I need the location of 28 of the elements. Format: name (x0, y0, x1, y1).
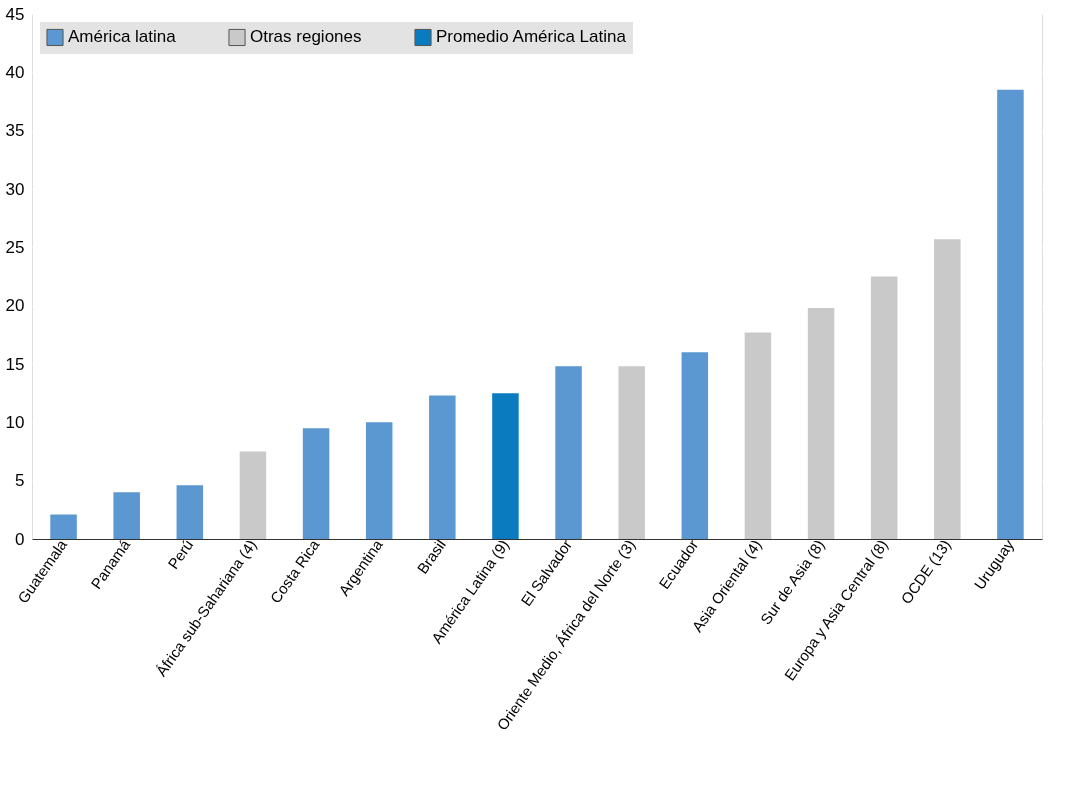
y-tick-label: 15 (5, 354, 25, 374)
legend-label: Otras regiones (250, 27, 362, 47)
bar (555, 366, 582, 539)
y-tick-label: 20 (5, 296, 25, 316)
y-tick-label: 25 (5, 237, 25, 257)
bar (365, 422, 393, 539)
y-tick-label: 10 (5, 412, 25, 432)
legend-label: América latina (68, 27, 177, 47)
y-tick-label: 5 (15, 471, 25, 491)
y-tick-label: 45 (5, 4, 25, 24)
bar (807, 308, 835, 539)
y-tick-label: 40 (5, 62, 25, 82)
bar (997, 89, 1024, 539)
bar (50, 514, 77, 539)
bar (492, 393, 519, 539)
bar (176, 485, 204, 539)
bar (239, 451, 267, 539)
y-tick-label: 35 (5, 121, 25, 141)
bar (934, 239, 961, 539)
bar (681, 352, 709, 539)
bar (870, 276, 898, 539)
bar (618, 366, 645, 539)
bar (113, 492, 140, 539)
legend-label: Promedio América Latina (436, 27, 627, 47)
y-tick-label: 30 (5, 179, 25, 199)
bar (744, 332, 772, 539)
bar (302, 428, 330, 539)
bar (429, 395, 456, 539)
